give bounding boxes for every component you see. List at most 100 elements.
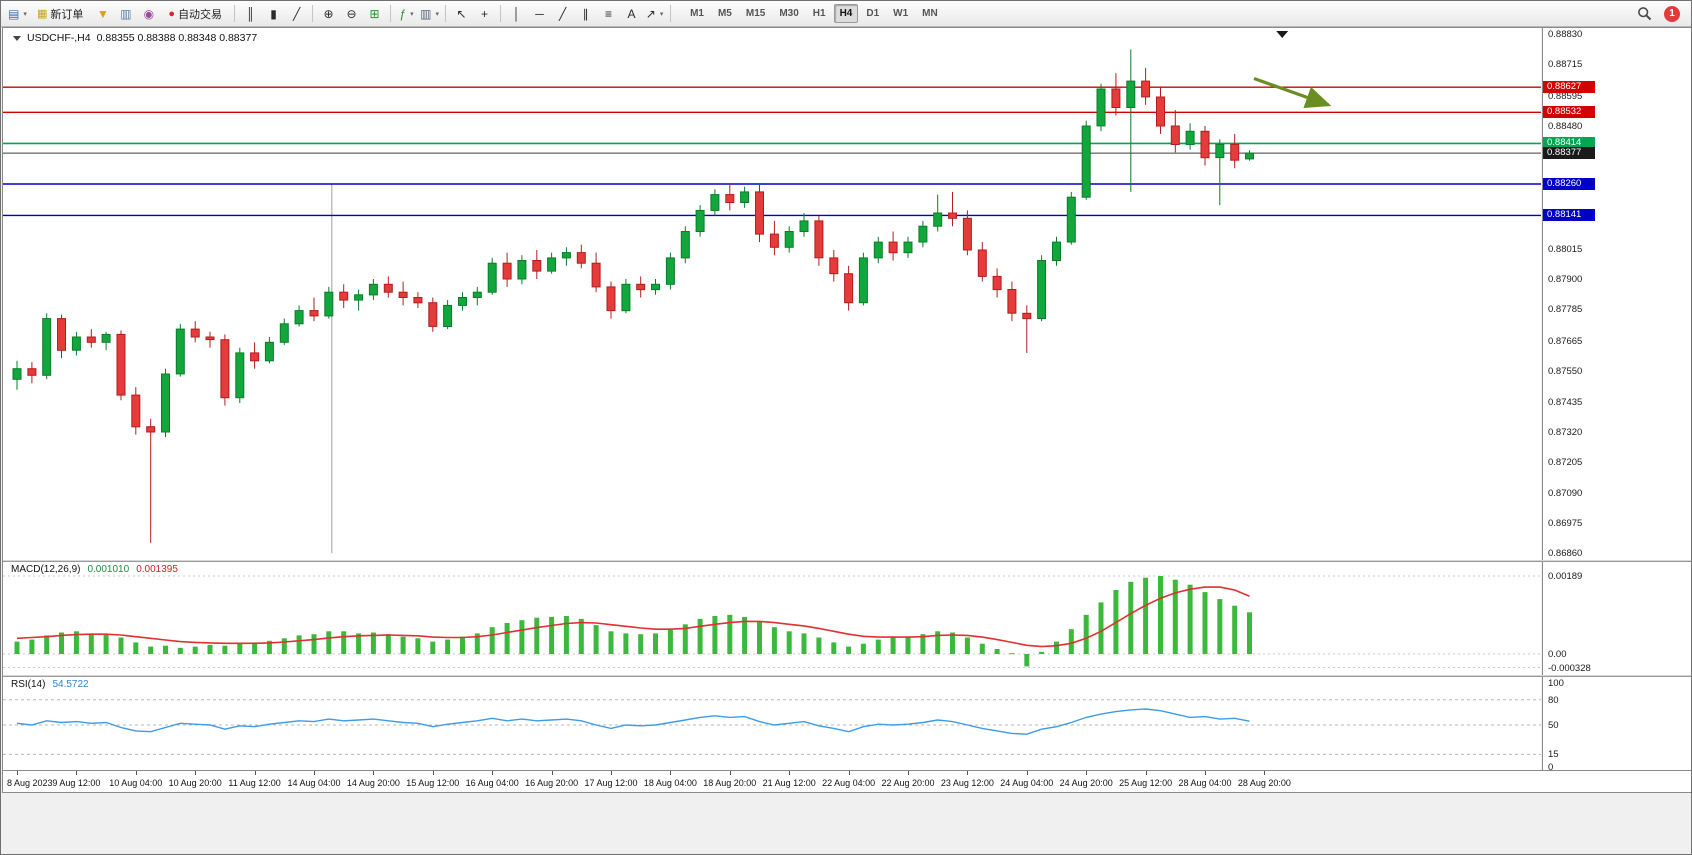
search-icon[interactable] xyxy=(1637,6,1652,21)
bar-chart-type-icon[interactable]: ║ xyxy=(240,4,261,24)
funnel-icon[interactable]: ▼ xyxy=(92,4,113,24)
time-axis-tick xyxy=(314,771,315,775)
macd-histogram-bar xyxy=(356,633,362,654)
candle-body xyxy=(1156,96,1165,127)
time-axis-label: 21 Aug 12:00 xyxy=(762,778,816,788)
macd-panel[interactable] xyxy=(3,562,1541,675)
macd-label: MACD(12,26,9) 0.001010 0.001395 xyxy=(11,564,178,575)
macd-histogram-bar xyxy=(979,643,985,654)
new-order-button[interactable]: ▦ 新订单 xyxy=(30,4,90,24)
periods-icon[interactable]: ▥ ▾ xyxy=(419,4,440,24)
new-chart-icon[interactable]: ▤ ▾ xyxy=(7,4,28,24)
bar-chart-type-icon: ║ xyxy=(246,6,255,21)
candle-body xyxy=(1215,143,1225,159)
crosshair-icon[interactable]: + xyxy=(474,4,495,24)
candle-body xyxy=(502,262,512,280)
chart-windows-icon[interactable]: ▥ xyxy=(115,4,136,24)
rsi-panel-splitter[interactable] xyxy=(3,675,1691,677)
trend-arrow-object[interactable] xyxy=(1253,76,1332,108)
macd-histogram-bar xyxy=(1187,584,1193,654)
macd-histogram-bar xyxy=(935,631,941,654)
macd-histogram-bar xyxy=(326,631,332,654)
macd-histogram-bar xyxy=(192,646,198,654)
candle-body xyxy=(665,257,675,285)
timeframe-d1-button[interactable]: D1 xyxy=(860,4,885,23)
macd-histogram-bar xyxy=(578,618,584,654)
candlestick-type-icon[interactable]: ▮ xyxy=(263,4,284,24)
price-axis-tick: 0.86975 xyxy=(1548,518,1583,529)
zoom-out-icon: ⊖ xyxy=(346,6,357,21)
tile-windows-icon[interactable]: ⊞ xyxy=(364,4,385,24)
macd-histogram-bar xyxy=(385,634,391,654)
indicators-icon: ƒ xyxy=(399,6,407,21)
rsi-axis-tick: 80 xyxy=(1548,694,1559,706)
chart-windows-icon: ▥ xyxy=(120,6,132,21)
indicators-icon[interactable]: ƒ ▾ xyxy=(396,4,417,24)
price-axis-tick: 0.87205 xyxy=(1548,457,1583,469)
cursor-icon[interactable]: ↖ xyxy=(451,4,472,24)
candle-body xyxy=(948,212,957,219)
timeframe-h4-button[interactable]: H4 xyxy=(833,4,859,23)
macd-histogram-bar xyxy=(29,639,35,654)
time-axis-label: 22 Aug 20:00 xyxy=(881,778,935,788)
timeframe-m15-button[interactable]: M15 xyxy=(740,4,771,23)
macd-histogram-bar xyxy=(994,649,1000,654)
candle-body xyxy=(458,297,467,306)
macd-histogram-bar xyxy=(415,638,421,654)
equidistant-channel-icon[interactable]: ∥ xyxy=(575,4,596,24)
cursor-icon: ↖ xyxy=(456,6,467,21)
macd-histogram-bar xyxy=(400,636,406,654)
macd-histogram-bar xyxy=(801,633,807,654)
timeframe-m30-button[interactable]: M30 xyxy=(773,4,804,23)
time-axis-label: 10 Aug 20:00 xyxy=(168,778,222,788)
rsi-panel[interactable] xyxy=(3,677,1541,770)
candle-body xyxy=(858,257,868,304)
timeframe-mn-button[interactable]: MN xyxy=(916,4,944,23)
zoom-in-icon: ⊕ xyxy=(323,6,334,21)
toolbar: ▤ ▾ ▦ 新订单 ▼ ▥ ◉ ● 自动交易 ║ ▮ ╱ ⊕ ⊖ ⊞ ƒ ▾ ▥ ▾ ↖ + │ ─ ╱ ∥ ≡ A ↗ ▾ M1 M5 M1… xyxy=(1,1,1691,27)
autotrade-button[interactable]: ● 自动交易 xyxy=(161,4,229,24)
trendline-icon[interactable]: ╱ xyxy=(552,4,573,24)
vertical-line-icon[interactable]: │ xyxy=(506,4,527,24)
chart-symbol-triangle-icon xyxy=(13,35,21,41)
price-axis-tick: 0.88715 xyxy=(1548,59,1583,70)
tile-windows-icon: ⊞ xyxy=(369,6,380,21)
text-icon[interactable]: A xyxy=(621,4,642,24)
candle-body xyxy=(86,336,96,343)
candle-body xyxy=(1081,125,1091,198)
fibonacci-icon[interactable]: ≡ xyxy=(598,4,619,24)
macd-histogram-bar xyxy=(712,616,718,654)
time-axis-tick xyxy=(492,771,494,775)
arrows-icon[interactable]: ↗ ▾ xyxy=(644,4,665,24)
macd-panel-splitter[interactable] xyxy=(3,560,1691,562)
candle-body xyxy=(12,368,22,380)
candle-body xyxy=(1170,125,1180,145)
profiles-icon: ◉ xyxy=(143,6,155,21)
profiles-icon[interactable]: ◉ xyxy=(138,4,159,24)
rsi-line xyxy=(16,708,1250,735)
main-chart[interactable] xyxy=(3,28,1541,560)
notification-badge[interactable]: 1 xyxy=(1664,5,1680,22)
candle-body xyxy=(398,291,408,299)
horizontal-line-icon[interactable]: ─ xyxy=(529,4,550,24)
zoom-in-icon[interactable]: ⊕ xyxy=(318,4,339,24)
candle-body xyxy=(131,394,141,428)
candle-body xyxy=(962,217,972,251)
timeframe-m5-button[interactable]: M5 xyxy=(712,4,738,23)
fibonacci-icon: ≡ xyxy=(605,6,613,21)
candle-body xyxy=(755,191,764,235)
chart-shift-marker-icon[interactable] xyxy=(1276,31,1289,38)
time-axis-label: 24 Aug 20:00 xyxy=(1059,778,1113,788)
rsi-label: RSI(14) 54.5722 xyxy=(11,679,89,690)
timeframe-m1-button[interactable]: M1 xyxy=(684,4,710,23)
time-axis-tick xyxy=(254,771,256,775)
candle-body xyxy=(1007,289,1017,314)
zoom-out-icon[interactable]: ⊖ xyxy=(341,4,362,24)
macd-histogram-bar xyxy=(1158,576,1163,654)
time-axis[interactable]: 8 Aug 2023 9 Aug 12:00 10 Aug 04:00 10 Aug … xyxy=(3,770,1691,792)
candle-body xyxy=(903,241,913,254)
line-chart-type-icon[interactable]: ╱ xyxy=(286,4,307,24)
timeframe-h1-button[interactable]: H1 xyxy=(807,4,832,23)
price-axis[interactable]: 0.88830 0.88715 0.88595 0.88480 0.88015 0.879… xyxy=(1542,28,1691,773)
timeframe-w1-button[interactable]: W1 xyxy=(887,4,914,23)
